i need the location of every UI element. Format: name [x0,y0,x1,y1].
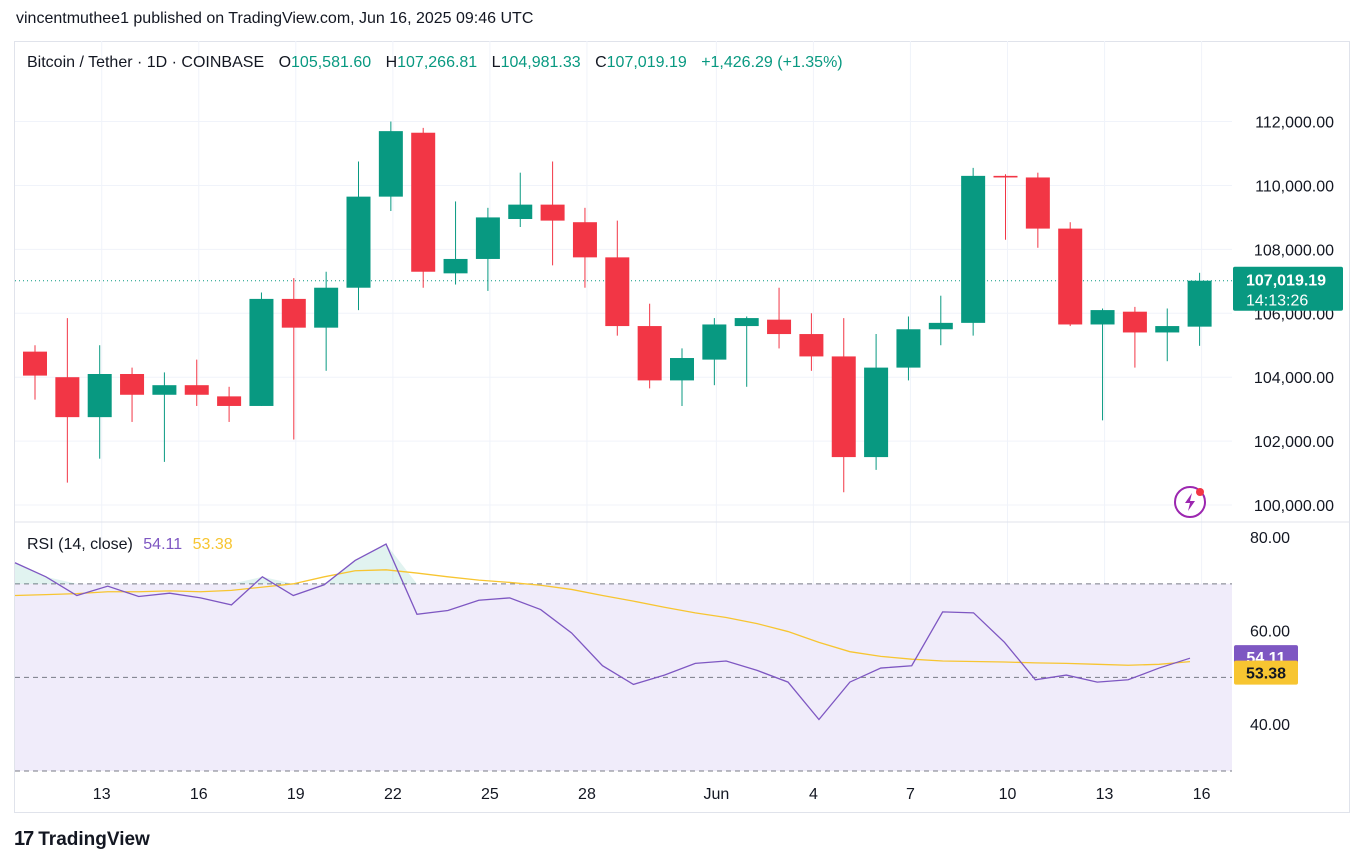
change-value: +1,426.29 (+1.35%) [701,54,843,71]
close-label: C [595,54,607,71]
time-tick-label: 16 [190,786,208,803]
rsi-legend: RSI (14, close) 54.11 53.38 [27,536,233,554]
candle-body [767,319,792,335]
candle-body [572,222,597,258]
rsi-tick-label: 80.00 [1250,530,1290,547]
candlestick-series [23,121,1212,493]
candle-body [55,377,80,418]
close-value: 107,019.19 [606,54,687,71]
last-price-label: 107,019.19 [1246,273,1326,290]
time-tick-label: 13 [93,786,111,803]
candle-body [184,385,209,395]
low-label: L [491,54,501,71]
candle-body [961,175,986,323]
last-price-badge [1233,266,1343,311]
time-tick-label: 10 [999,786,1017,803]
candle-body [1187,280,1212,327]
rsi-ma-line [14,569,1191,666]
candle-body [896,329,921,368]
rsi-line [14,543,1191,721]
rsi-legend-value: 54.11 [143,536,183,553]
time-axis: 13 16 19 22 25 28 Jun 4 7 10 13 16 [93,786,1211,803]
price-tick-label: 104,000.00 [1254,370,1334,387]
time-tick-label: Jun [703,786,729,803]
time-tick-label: 13 [1096,786,1114,803]
high-label: H [385,54,398,71]
candle-body [702,324,727,360]
symbol-title[interactable]: Bitcoin / Tether · 1D · COINBASE [27,54,265,71]
tradingview-logo[interactable]: 17 TradingView [14,828,150,851]
rsi-ma-value-label: 53.38 [1246,666,1286,683]
rsi-tick-label: 40.00 [1250,717,1290,734]
candle-body [443,258,468,274]
tradingview-logo-icon: 17 [14,828,34,850]
candle-body [734,318,759,327]
time-tick-label: 19 [287,786,305,803]
price-tick-label: 108,000.00 [1254,242,1334,259]
price-tick-label: 110,000.00 [1255,178,1334,195]
candle-body [87,374,112,418]
rsi-ma-legend-value: 53.38 [192,536,233,553]
candle-body [605,257,630,327]
open-value: 105,581.60 [291,54,372,71]
candle-body [508,204,533,220]
candle-body [1155,326,1180,333]
candle-body [864,367,889,458]
symbol-legend: Bitcoin / Tether · 1D · COINBASE O105,58… [27,54,843,72]
candle-body [831,356,856,458]
candle-body [1058,228,1083,325]
rsi-tick-label: 60.00 [1250,624,1290,641]
countdown-label: 14:13:26 [1246,293,1308,310]
tradingview-brand-text: TradingView [38,828,150,850]
candle-body [799,334,824,357]
time-tick-label: 4 [809,786,818,803]
candle-body [346,196,371,288]
high-value: 107,266.81 [397,54,478,71]
time-tick-label: 7 [906,786,915,803]
open-label: O [278,54,292,71]
rsi-ma-value-badge [1234,660,1298,685]
candle-body [378,131,403,197]
candle-body [249,298,274,406]
time-tick-label: 16 [1193,786,1211,803]
rsi-title[interactable]: RSI (14, close) [27,536,133,553]
price-tick-label: 100,000.00 [1254,498,1334,515]
candle-body [23,351,47,376]
candle-body [217,396,242,406]
candle-body [1122,311,1147,333]
candle-body [475,217,500,259]
candle-body [540,204,565,221]
candle-body [120,374,145,395]
candle-body [1090,310,1115,325]
time-tick-label: 22 [384,786,402,803]
price-axis: 100,000.00102,000.00104,000.00106,000.00… [1250,115,1334,735]
candle-body [928,322,953,330]
lightning-icon[interactable] [1174,486,1206,518]
candle-body [993,175,1018,178]
low-value: 104,981.33 [500,54,581,71]
candle-body [152,385,177,395]
time-tick-label: 25 [481,786,499,803]
time-tick-label: 28 [578,786,596,803]
price-tick-label: 112,000.00 [1255,115,1334,132]
candle-body [281,298,306,328]
rsi-pane [14,543,1232,772]
candle-body [637,326,662,381]
candle-body [411,132,436,272]
chart-frame [14,41,1350,813]
publisher-line: vincentmuthee1 published on TradingView.… [16,10,534,27]
candle-body [1025,177,1050,229]
candle-body [314,287,339,328]
candle-body [670,358,694,381]
price-tick-label: 102,000.00 [1254,434,1334,451]
